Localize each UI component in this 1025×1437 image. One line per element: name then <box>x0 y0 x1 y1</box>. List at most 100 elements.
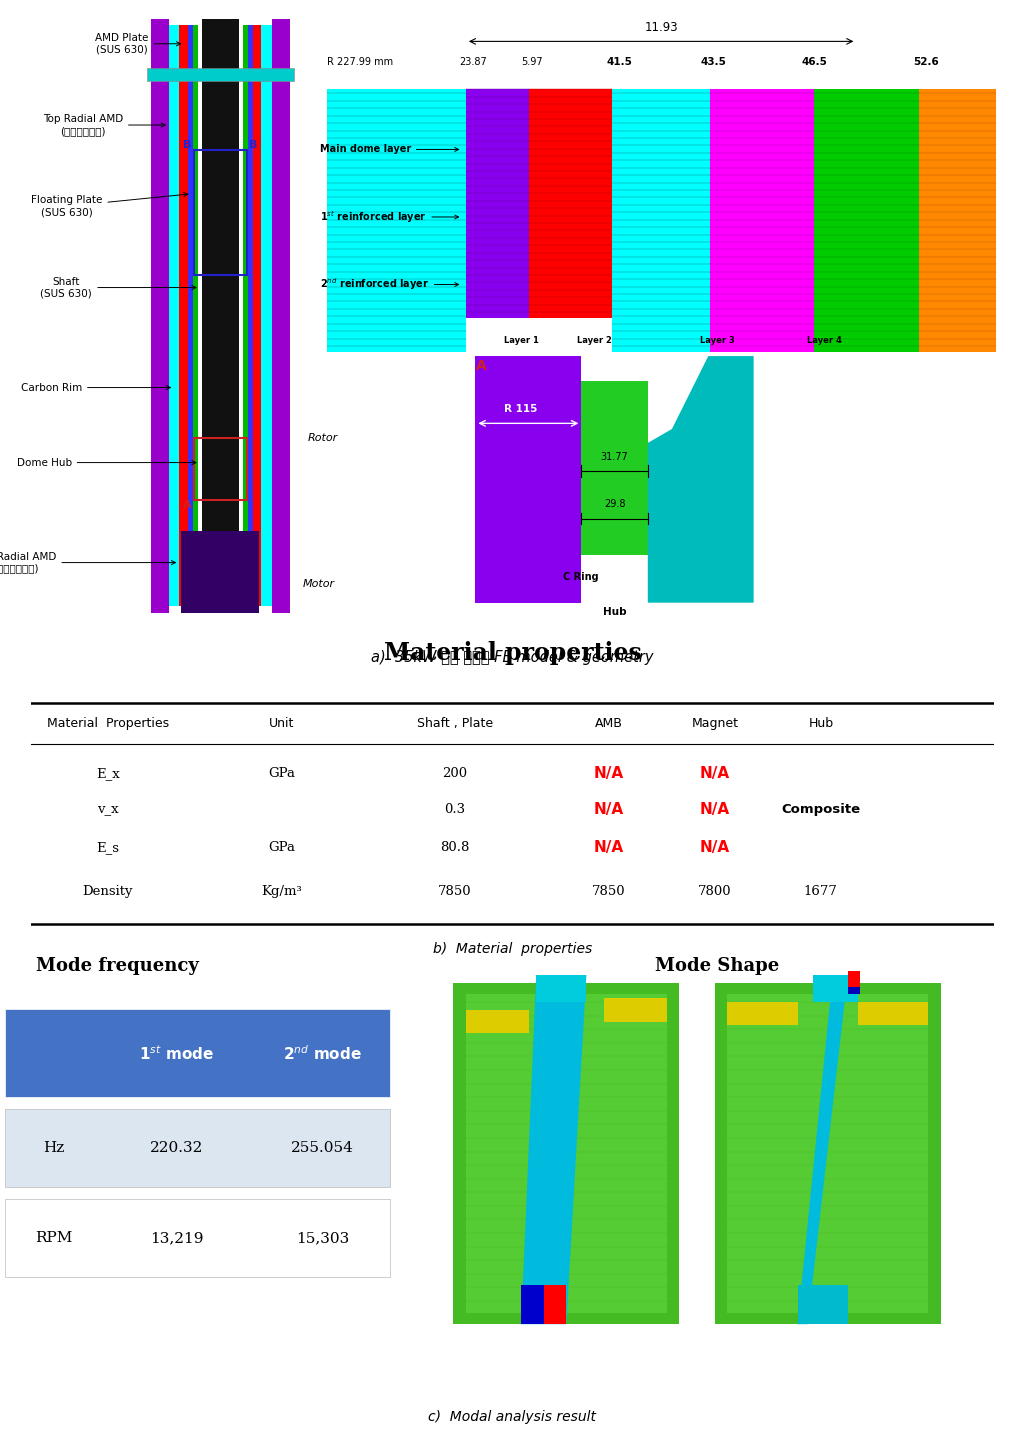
Text: Shaft , Plate: Shaft , Plate <box>416 717 493 730</box>
Text: Density: Density <box>83 885 133 898</box>
Bar <box>151 19 169 612</box>
Polygon shape <box>521 974 586 1325</box>
Bar <box>147 68 294 82</box>
Text: Mode frequency: Mode frequency <box>37 957 199 974</box>
Text: A: A <box>183 500 192 510</box>
Text: GPa: GPa <box>268 841 295 854</box>
Text: Mode Shape: Mode Shape <box>655 957 780 974</box>
Text: 43.5: 43.5 <box>700 56 727 66</box>
Bar <box>815 89 919 352</box>
Text: GPa: GPa <box>268 767 295 780</box>
Bar <box>243 24 248 606</box>
Text: Layer 1: Layer 1 <box>504 336 539 345</box>
Text: N/A: N/A <box>700 766 730 782</box>
Bar <box>169 24 179 606</box>
Bar <box>327 89 466 352</box>
Text: c)  Modal analysis result: c) Modal analysis result <box>428 1411 597 1424</box>
Bar <box>848 971 860 987</box>
Text: Layer 4: Layer 4 <box>808 336 843 345</box>
Text: N/A: N/A <box>700 802 730 816</box>
Text: a)  35kW 로터 시스템 FE model & geometry: a) 35kW 로터 시스템 FE model & geometry <box>371 650 654 665</box>
Text: 2$^{nd}$ mode: 2$^{nd}$ mode <box>283 1043 363 1062</box>
Bar <box>813 974 858 1002</box>
Text: Material properties: Material properties <box>383 641 642 665</box>
Bar <box>253 24 261 606</box>
Text: Hub: Hub <box>603 606 626 616</box>
Text: Kg/m³: Kg/m³ <box>261 885 301 898</box>
Bar <box>476 356 581 602</box>
Bar <box>194 437 247 500</box>
Text: Main dome layer: Main dome layer <box>320 145 458 154</box>
Text: RPM: RPM <box>35 1232 73 1246</box>
Text: E_s: E_s <box>96 841 119 854</box>
Bar <box>536 974 586 1002</box>
Bar <box>5 1009 390 1096</box>
Text: N/A: N/A <box>593 839 624 855</box>
Text: B: B <box>249 139 257 149</box>
Text: 7850: 7850 <box>592 885 625 898</box>
Bar <box>727 994 929 1312</box>
Bar <box>710 89 815 352</box>
Text: 255.054: 255.054 <box>291 1141 355 1155</box>
Text: A: A <box>476 359 486 372</box>
Bar <box>261 24 272 606</box>
Text: Hub: Hub <box>809 717 833 730</box>
Bar <box>465 1010 529 1033</box>
Text: v_x: v_x <box>97 802 119 816</box>
Text: Layer 3: Layer 3 <box>699 336 734 345</box>
Text: 1677: 1677 <box>804 885 837 898</box>
Text: 0.3: 0.3 <box>444 802 465 816</box>
Bar <box>727 1002 797 1026</box>
Text: 200: 200 <box>442 767 467 780</box>
Text: b)  Material  properties: b) Material properties <box>433 941 592 956</box>
Text: 7800: 7800 <box>698 885 732 898</box>
Text: Magnet: Magnet <box>691 717 738 730</box>
Text: 15,303: 15,303 <box>296 1232 350 1246</box>
Bar <box>179 24 188 606</box>
Text: Dome Hub: Dome Hub <box>16 457 196 467</box>
Bar <box>529 89 612 319</box>
Bar <box>5 1200 390 1277</box>
Text: AMB: AMB <box>594 717 623 730</box>
Text: Hz: Hz <box>43 1141 65 1155</box>
Text: Composite: Composite <box>781 802 860 816</box>
Text: C Ring: C Ring <box>564 572 599 582</box>
Text: 5.97: 5.97 <box>522 56 543 66</box>
Bar <box>612 89 710 352</box>
Text: Motor: Motor <box>302 579 334 589</box>
Text: Material  Properties: Material Properties <box>47 717 169 730</box>
Text: 52.6: 52.6 <box>913 56 939 66</box>
Bar <box>521 1285 543 1325</box>
Bar <box>248 24 253 606</box>
Text: 41.5: 41.5 <box>607 56 632 66</box>
Bar <box>848 987 860 994</box>
Text: Layer 2: Layer 2 <box>577 336 612 345</box>
Text: Floating Plate
(SUS 630): Floating Plate (SUS 630) <box>31 193 188 217</box>
Text: Rotor: Rotor <box>308 433 338 443</box>
Bar <box>466 89 529 319</box>
Polygon shape <box>797 974 848 1325</box>
Bar <box>604 999 667 1022</box>
Text: N/A: N/A <box>593 766 624 782</box>
Bar <box>181 532 259 612</box>
Bar <box>272 19 290 612</box>
Bar <box>5 1109 390 1187</box>
Text: 46.5: 46.5 <box>802 56 827 66</box>
Text: Top Radial AMD
(규소강판적층): Top Radial AMD (규소강판적층) <box>43 114 165 137</box>
Bar <box>193 24 198 606</box>
Text: B: B <box>183 139 192 149</box>
Bar <box>465 994 667 1312</box>
Bar <box>797 1285 848 1325</box>
Text: 29.8: 29.8 <box>604 500 625 509</box>
Text: Shaft: Shaft <box>505 606 537 616</box>
Text: 1$^{st}$ reinforced layer: 1$^{st}$ reinforced layer <box>320 210 458 224</box>
Bar <box>453 983 680 1325</box>
Text: E_x: E_x <box>96 767 120 780</box>
Text: 31.77: 31.77 <box>601 451 628 461</box>
Text: 13,219: 13,219 <box>150 1232 204 1246</box>
Text: AMD Plate
(SUS 630): AMD Plate (SUS 630) <box>95 33 180 55</box>
Text: 7850: 7850 <box>438 885 472 898</box>
Text: 23.87: 23.87 <box>459 56 487 66</box>
Text: Shaft
(SUS 630): Shaft (SUS 630) <box>41 277 196 299</box>
Bar <box>188 24 193 606</box>
